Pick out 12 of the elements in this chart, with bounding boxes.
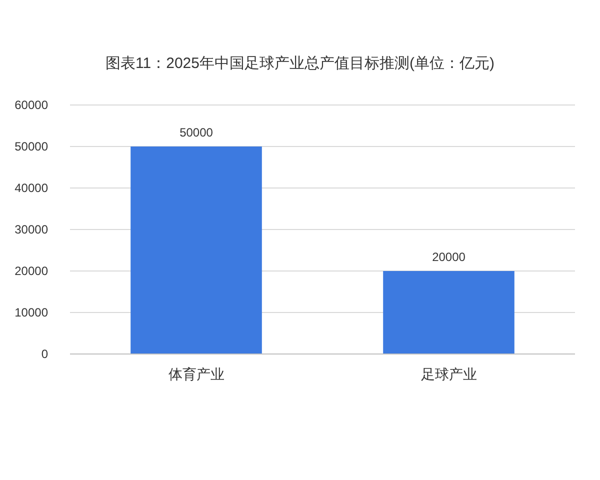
x-tick-label: 体育产业 <box>168 366 224 382</box>
y-tick-label: 60000 <box>14 98 48 112</box>
data-label: 50000 <box>180 126 214 140</box>
chart-title: 图表11：2025年中国足球产业总产值目标推测(单位：亿元) <box>106 55 494 72</box>
data-label: 20000 <box>432 250 466 264</box>
x-tick-label: 足球产业 <box>420 366 477 382</box>
y-tick-label: 20000 <box>14 264 48 278</box>
y-tick-label: 50000 <box>14 140 48 154</box>
y-tick-label: 30000 <box>14 222 48 236</box>
y-tick-label: 10000 <box>14 306 48 320</box>
y-tick-label: 40000 <box>14 181 48 195</box>
y-tick-label: 0 <box>41 347 48 361</box>
